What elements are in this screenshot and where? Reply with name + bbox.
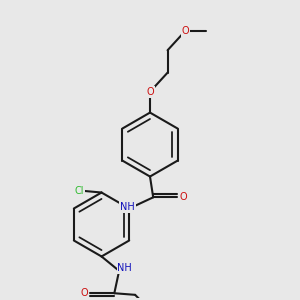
Text: O: O [182,26,189,36]
Text: NH: NH [118,263,132,273]
Text: O: O [81,288,88,298]
Text: O: O [146,87,154,97]
Text: NH: NH [120,202,135,212]
Text: O: O [179,192,187,202]
Text: Cl: Cl [74,186,84,196]
